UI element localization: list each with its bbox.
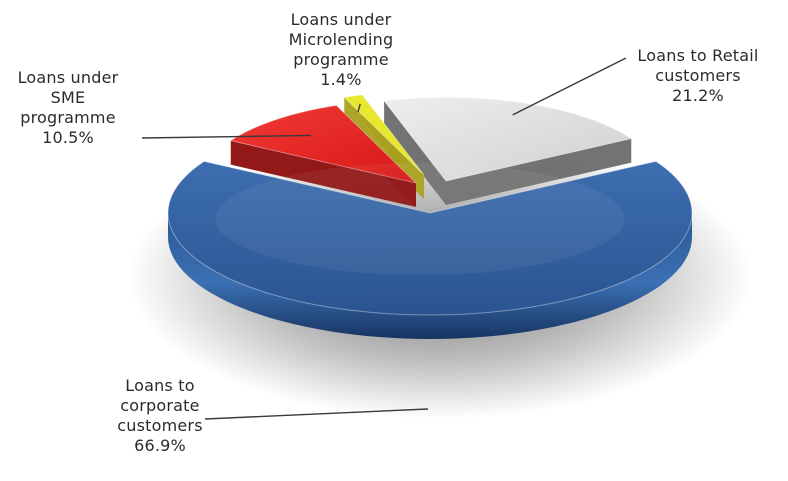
slice-retail [383,96,633,205]
label-retail-value: 21.2% [672,86,724,105]
label-corporate-line-3: customers [117,416,203,435]
label-retail: Loans to Retail customers 21.2% [618,46,778,106]
leader-line-corporate [204,408,429,420]
label-sme-line-2: SME [50,88,86,107]
slice-cut-face [446,138,632,205]
slice-cut-face [230,140,416,207]
label-retail-line-1: Loans to Retail [637,46,759,65]
pie-highlight [215,162,625,276]
label-microlending-line-2: Microlending [288,30,394,49]
slice-top [229,104,418,184]
label-retail-line-2: customers [655,66,741,85]
label-corporate-value: 66.9% [134,436,186,455]
slice-wall [168,213,692,339]
slice-cut-face [384,100,446,205]
label-corporate-line-1: Loans to [125,376,195,395]
slice-top [383,96,633,182]
slice-sme [229,104,418,207]
slice-top [343,94,425,176]
leader-line-sme [141,134,311,139]
slice-corporate [167,160,693,339]
label-sme-line-1: Loans under [17,68,119,87]
label-corporate-line-2: corporate [120,396,200,415]
label-microlending-line-1: Loans under [290,10,392,29]
label-sme-value: 10.5% [42,128,94,147]
slice-top [167,160,693,316]
label-microlending: Loans under Microlending programme 1.4% [276,10,406,90]
label-microlending-value: 1.4% [320,70,362,89]
leader-line-microlending [357,103,361,113]
label-sme: Loans under SME programme 10.5% [3,68,133,148]
label-sme-line-3: programme [20,108,116,127]
leader-line-retail [512,57,627,116]
label-corporate: Loans to corporate customers 66.9% [100,376,220,456]
label-microlending-line-3: programme [293,50,389,69]
